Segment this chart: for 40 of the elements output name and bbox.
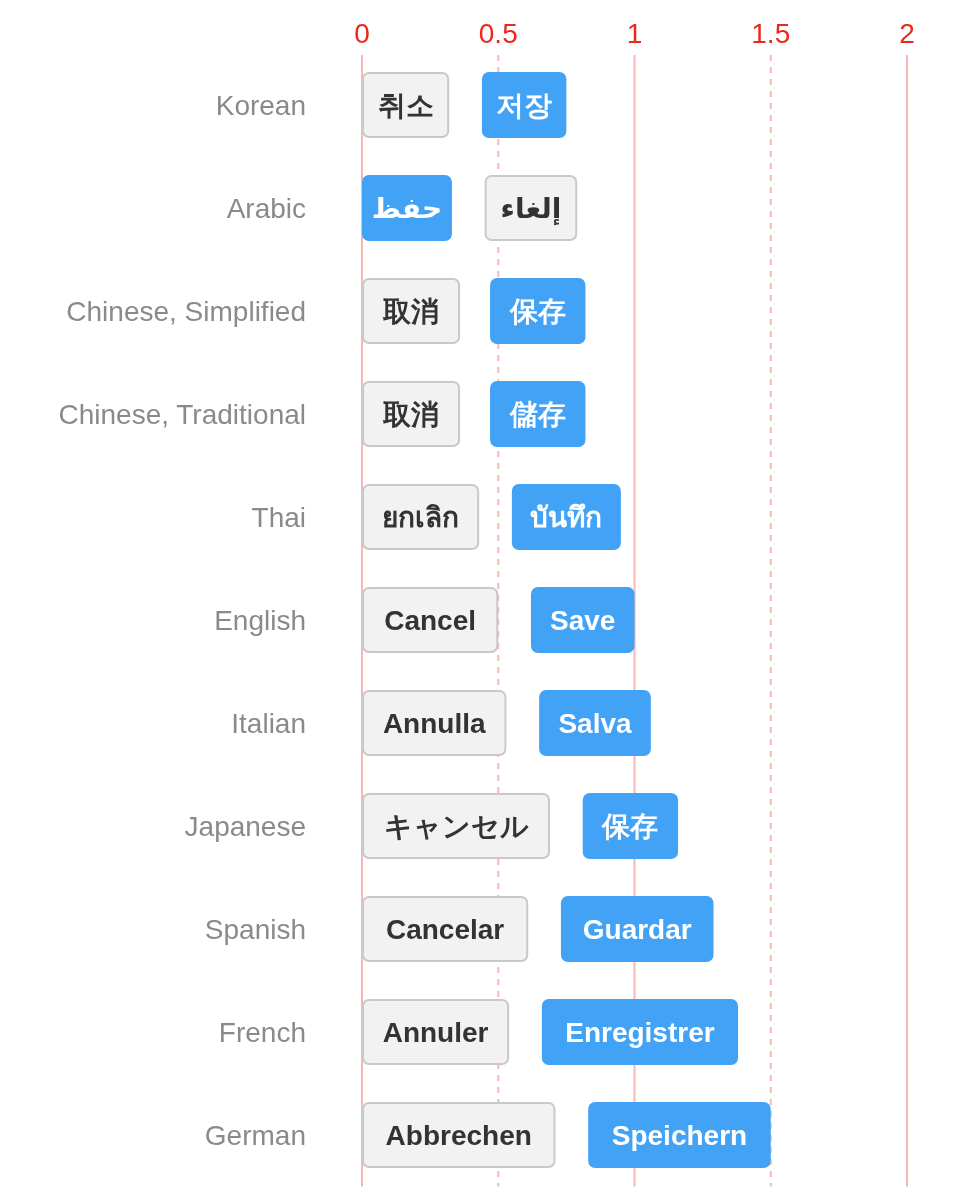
y-tick-label: French [218, 1017, 306, 1048]
data-label: Annuler [382, 1017, 489, 1048]
data-label: Cancel [384, 605, 477, 636]
bar [530, 587, 635, 653]
data-label: حفظ [371, 193, 443, 224]
data-label: ยกเลิก [382, 502, 460, 533]
data-label: 保存 [508, 296, 566, 327]
x-tick-label: 0.5 [478, 18, 518, 49]
x-tick-label: 1.5 [751, 18, 791, 49]
data-label: Cancelar [385, 914, 505, 945]
data-label: Speichern [611, 1120, 748, 1151]
data-label: Enregistrer [565, 1017, 715, 1048]
data-label: 儲存 [508, 399, 566, 430]
data-label: 取消 [382, 399, 440, 430]
y-tick-label: German [204, 1120, 306, 1151]
y-tick-label: Korean [215, 90, 306, 121]
x-tick-label: 1 [626, 18, 643, 49]
y-tick-label: English [214, 605, 306, 636]
y-tick-label: Italian [231, 708, 306, 739]
data-label: 취소 [377, 90, 434, 121]
data-label: Salva [558, 708, 632, 739]
data-label: บันทึก [530, 502, 603, 533]
y-tick-label: Spanish [204, 914, 306, 945]
data-label: Annulla [382, 708, 486, 739]
data-label: Guardar [582, 914, 692, 945]
y-tick-label: Arabic [226, 193, 306, 224]
y-tick-label: Japanese [184, 811, 306, 842]
data-label: 取消 [382, 296, 440, 327]
data-label: Abbrechen [385, 1120, 532, 1151]
bar [362, 793, 551, 859]
data-label: 保存 [601, 811, 659, 842]
y-tick-label: Chinese, Traditional [58, 399, 306, 430]
x-tick-label: 2 [899, 18, 915, 49]
data-label: إلغاء [500, 193, 562, 226]
y-tick-label: Chinese, Simplified [66, 296, 306, 327]
data-label: 저장 [496, 90, 553, 121]
y-tick-label: Thai [251, 502, 306, 533]
data-label: キャンセル [383, 811, 529, 842]
data-label: Save [550, 605, 616, 636]
x-tick-label: 0 [354, 18, 370, 49]
